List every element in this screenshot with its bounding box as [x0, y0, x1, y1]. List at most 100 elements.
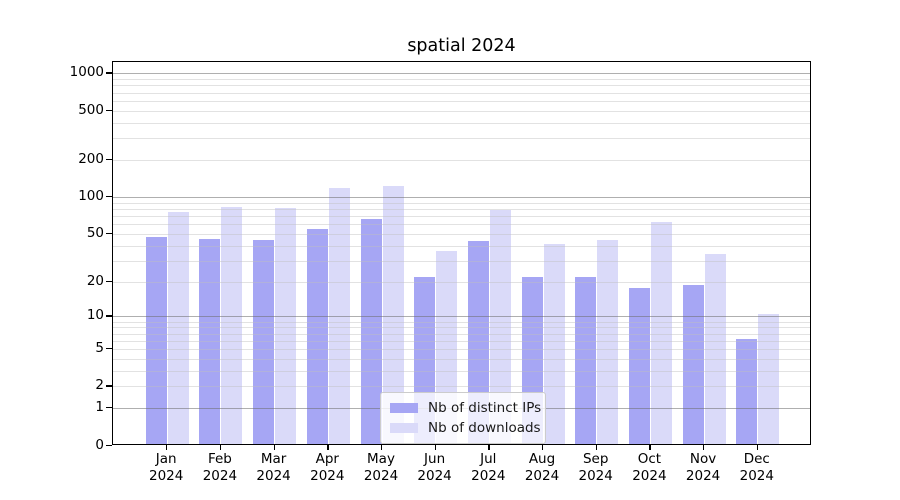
- legend-item-distinct-ips: Nb of distinct IPs: [390, 398, 541, 418]
- x-tick-label-aug: Aug 2024: [524, 451, 560, 484]
- y-tick-label: 200: [78, 150, 104, 167]
- gridline-minor: [113, 122, 810, 124]
- x-tick-mark: [756, 444, 759, 450]
- bar-ips-jan: [145, 237, 167, 444]
- y-tick-label: 20: [86, 272, 104, 289]
- gridline-minor: [113, 281, 810, 283]
- bar-downloads-sep: [597, 239, 619, 444]
- y-tick-mark: [106, 385, 112, 387]
- x-tick-label-jun: Jun 2024: [417, 451, 452, 484]
- gridline-minor: [113, 202, 810, 204]
- y-tick-label: 1: [95, 399, 104, 416]
- y-tick-label: 2: [95, 377, 104, 394]
- gridline-minor: [113, 321, 810, 323]
- x-tick-mark: [166, 444, 168, 450]
- gridline-minor: [113, 138, 810, 140]
- x-tick-label-may: May 2024: [363, 451, 399, 484]
- gridline-minor: [113, 333, 810, 335]
- chart-title: spatial 2024: [407, 36, 516, 56]
- plot-area: [112, 61, 811, 445]
- bar-downloads-mar: [275, 207, 297, 444]
- bar-downloads-jul: [489, 209, 511, 444]
- x-tick-label-jan: Jan 2024: [149, 451, 184, 484]
- y-tick-label: 500: [78, 101, 104, 118]
- bar-ips-dec: [736, 338, 758, 444]
- gridline-minor: [113, 327, 810, 329]
- y-tick-label: 1000: [69, 64, 104, 81]
- gridline-minor: [113, 100, 810, 102]
- gridline-minor: [113, 215, 810, 217]
- y-tick-label: 10: [86, 307, 104, 324]
- gridline-minor: [113, 159, 810, 161]
- bar-ips-mar: [253, 239, 275, 444]
- bar-downloads-feb: [221, 206, 243, 444]
- gridline-minor: [113, 386, 810, 388]
- x-tick-mark: [595, 444, 597, 450]
- y-tick-mark: [106, 348, 112, 350]
- gridline-minor: [113, 224, 810, 226]
- bar-ips-feb: [199, 238, 221, 444]
- x-tick-mark: [381, 444, 383, 450]
- y-tick-label: 50: [86, 224, 104, 241]
- bar-downloads-dec: [758, 314, 780, 444]
- gridline-minor: [113, 92, 810, 94]
- y-tick-mark: [106, 158, 112, 161]
- x-tick-mark: [703, 444, 705, 450]
- y-tick-mark: [106, 72, 112, 74]
- gridline-major: [113, 197, 810, 198]
- y-tick-mark: [106, 232, 112, 235]
- gridline-minor: [113, 79, 810, 81]
- y-tick-mark: [106, 196, 112, 198]
- x-tick-label-dec: Dec 2024: [739, 451, 774, 484]
- x-tick-mark: [649, 444, 651, 450]
- gridline-minor: [113, 358, 810, 360]
- legend-label-distinct-ips: Nb of distinct IPs: [428, 400, 542, 416]
- gridline-minor: [113, 245, 810, 247]
- bar-downloads-apr: [328, 188, 350, 444]
- x-tick-mark: [434, 444, 436, 450]
- gridline-minor: [113, 370, 810, 372]
- y-tick-mark: [106, 280, 112, 282]
- bar-ips-sep: [575, 277, 597, 444]
- legend-swatch-ips: [390, 403, 418, 413]
- y-tick-mark: [106, 109, 112, 111]
- bar-ips-apr: [306, 228, 328, 444]
- gridline-minor: [113, 233, 810, 235]
- gridline-minor: [113, 349, 810, 350]
- bar-ips-may: [360, 218, 382, 444]
- x-tick-mark: [542, 444, 544, 450]
- x-tick-label-mar: Mar 2024: [256, 451, 291, 484]
- x-tick-label-sep: Sep 2024: [578, 451, 613, 484]
- x-tick-label-apr: Apr 2024: [310, 451, 345, 484]
- y-tick-label: 0: [95, 436, 104, 453]
- legend-label-downloads: Nb of downloads: [428, 420, 541, 436]
- bar-ips-nov: [682, 284, 704, 444]
- legend-swatch-downloads: [390, 423, 418, 433]
- gridline-minor: [113, 260, 810, 262]
- bar-downloads-oct: [650, 222, 672, 444]
- y-tick-mark: [106, 407, 112, 409]
- gridline-minor: [113, 85, 810, 87]
- x-tick-mark: [488, 444, 490, 450]
- legend: Nb of distinct IPs Nb of downloads: [380, 392, 546, 444]
- bar-downloads-aug: [543, 243, 565, 444]
- y-tick-mark: [106, 315, 112, 317]
- gridline-major: [113, 73, 810, 75]
- gridline-minor: [113, 110, 810, 112]
- y-tick-mark: [106, 444, 112, 446]
- gridline-minor: [113, 208, 810, 210]
- y-tick-label: 5: [95, 340, 104, 356]
- x-tick-label-jul: Jul 2024: [471, 451, 506, 484]
- legend-item-downloads: Nb of downloads: [390, 418, 541, 438]
- y-tick-label: 100: [78, 188, 104, 204]
- x-tick-mark: [273, 444, 275, 450]
- bar-ips-oct: [628, 287, 650, 444]
- gridline-major: [113, 316, 810, 318]
- bar-downloads-may: [382, 185, 404, 444]
- bar-downloads-nov: [704, 253, 726, 444]
- x-tick-label-nov: Nov 2024: [685, 451, 721, 484]
- bar-downloads-jan: [167, 211, 189, 444]
- x-tick-mark: [219, 444, 222, 450]
- x-tick-mark: [327, 444, 329, 450]
